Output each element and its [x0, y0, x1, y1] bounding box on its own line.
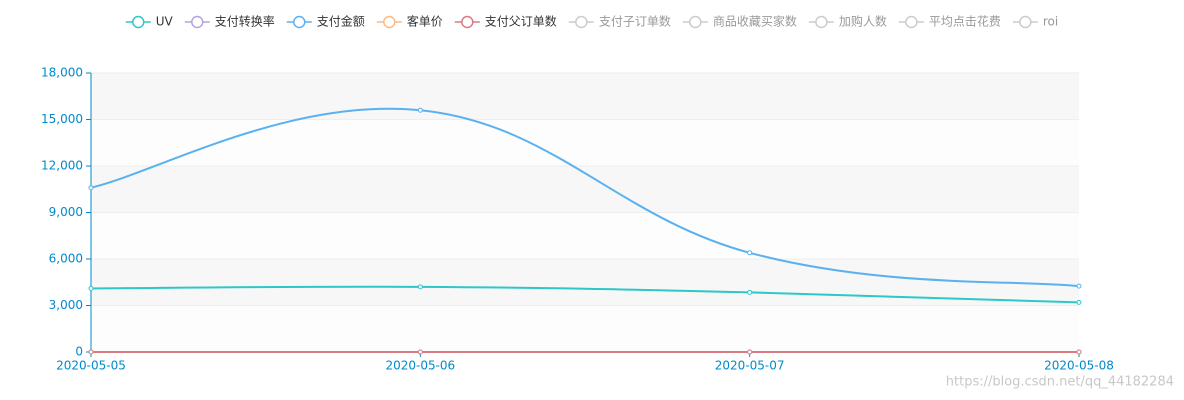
legend-icon	[905, 15, 918, 29]
split-area	[91, 305, 1079, 352]
x-tick-label: 2020-05-08	[1044, 359, 1114, 373]
x-tick-label: 2020-05-07	[715, 359, 785, 373]
split-area	[91, 73, 1079, 120]
y-tick-label: 15,000	[41, 112, 83, 126]
legend-label: 加购人数	[839, 14, 887, 29]
data-point	[88, 285, 94, 291]
plot-area: 0 3,000 6,000 9,000 12,000 15,000 18,000 2020-0…	[41, 66, 1114, 373]
data-point	[1076, 283, 1082, 289]
data-point	[417, 284, 423, 290]
legend-item[interactable]: 平均点击花费	[898, 14, 1001, 29]
legend-label: roi	[1043, 15, 1058, 29]
legend-icon	[689, 15, 702, 29]
data-point	[417, 349, 423, 355]
legend: UV 支付转换率 支付金额 客单价 支付父订单数 支付子订单数 商品收藏买家数 加购人数 平均点…	[125, 14, 1058, 29]
y-tick-label: 12,000	[41, 159, 83, 173]
data-point	[747, 289, 753, 295]
legend-icon	[815, 15, 828, 29]
y-tick-label: 18,000	[41, 66, 83, 80]
legend-item[interactable]: 支付转换率	[184, 14, 275, 29]
watermark: https://blog.csdn.net/qq_44182284	[946, 375, 1174, 390]
y-tick-label: 3,000	[49, 298, 83, 312]
legend-item[interactable]: 支付父订单数	[454, 14, 557, 29]
data-point	[88, 185, 94, 191]
legend-icon	[383, 15, 396, 29]
legend-label: 客单价	[407, 14, 443, 29]
legend-label: 支付子订单数	[599, 14, 671, 29]
y-tick-label: 0	[75, 345, 83, 359]
legend-label: 商品收藏买家数	[713, 14, 797, 29]
data-point	[417, 107, 423, 113]
series-line	[90, 107, 1080, 288]
legend-item[interactable]: 客单价	[376, 14, 443, 29]
data-point	[1076, 349, 1082, 355]
legend-item[interactable]: 支付子订单数	[568, 14, 671, 29]
y-tick-label: 6,000	[49, 252, 83, 266]
legend-icon	[1019, 15, 1032, 29]
series-line	[90, 285, 1080, 304]
legend-item[interactable]: 支付金额	[286, 14, 365, 29]
split-area	[91, 119, 1079, 166]
legend-label: UV	[156, 15, 174, 29]
legend-icon	[461, 15, 474, 29]
legend-icon	[575, 15, 588, 29]
legend-label: 支付转换率	[215, 14, 275, 29]
data-point	[747, 349, 753, 355]
data-point	[747, 250, 753, 256]
y-tick-label: 9,000	[49, 205, 83, 219]
legend-icon	[132, 15, 145, 29]
legend-item[interactable]: UV	[125, 15, 174, 29]
legend-icon	[293, 15, 306, 29]
data-point	[1076, 299, 1082, 305]
legend-label: 平均点击花费	[929, 14, 1001, 29]
legend-item[interactable]: roi	[1012, 15, 1058, 29]
x-tick-label: 2020-05-05	[56, 359, 126, 373]
data-point	[88, 349, 94, 355]
legend-label: 支付金额	[317, 14, 365, 29]
split-area	[91, 212, 1079, 259]
legend-item[interactable]: 商品收藏买家数	[682, 14, 797, 29]
x-tick-label: 2020-05-06	[385, 359, 455, 373]
legend-icon	[191, 15, 204, 29]
legend-label: 支付父订单数	[485, 14, 557, 29]
legend-item[interactable]: 加购人数	[808, 14, 887, 29]
